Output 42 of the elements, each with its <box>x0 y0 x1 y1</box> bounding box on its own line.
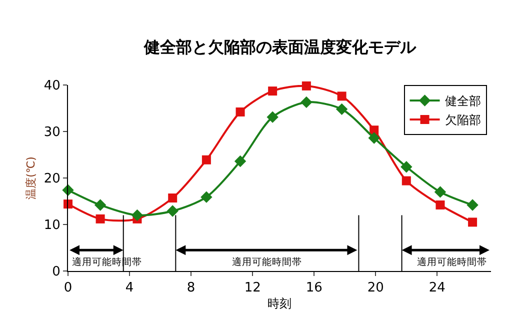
point <box>236 107 245 116</box>
annotation: 適用可能時間帯 <box>232 256 302 268</box>
point <box>466 199 478 211</box>
x-tick-label: 4 <box>125 280 134 296</box>
annotation: 適用可能時間帯 <box>417 256 487 268</box>
y-tick-label: 40 <box>44 78 60 94</box>
point <box>337 92 346 101</box>
point <box>336 103 348 116</box>
y-tick-label: 10 <box>44 218 60 234</box>
x-tick-label: 20 <box>367 280 384 296</box>
x-tick-label: 0 <box>64 280 72 296</box>
point <box>400 160 412 173</box>
y-tick-label: 20 <box>44 172 60 187</box>
point <box>468 218 478 227</box>
point <box>202 155 211 164</box>
point <box>131 209 144 222</box>
point <box>434 186 446 198</box>
point <box>300 96 312 108</box>
x-tick-label: 12 <box>244 280 261 296</box>
x-axis-title: 時刻 <box>268 296 292 310</box>
x-tick-label: 24 <box>428 280 446 296</box>
x-tick-label: 8 <box>186 280 196 296</box>
point <box>402 176 411 186</box>
point <box>302 81 311 90</box>
point <box>94 199 106 211</box>
point <box>268 86 278 96</box>
point <box>266 111 278 123</box>
chart-title: 健全部と欠陥部の表面温度変化モデル <box>142 37 417 56</box>
y-axis-title: 温度(℃) <box>24 156 38 200</box>
point <box>166 205 178 217</box>
point <box>168 194 178 202</box>
legend-label: 欠陥部 <box>444 113 481 128</box>
point <box>436 200 445 210</box>
y-tick-label: 0 <box>52 264 60 280</box>
point <box>368 132 380 144</box>
point <box>200 191 212 203</box>
point <box>234 155 246 168</box>
x-tick-label: 16 <box>306 280 322 296</box>
legend-label: 健全部 <box>444 94 481 108</box>
point <box>370 126 379 135</box>
y-tick-label: 30 <box>44 125 60 140</box>
point <box>96 214 105 224</box>
